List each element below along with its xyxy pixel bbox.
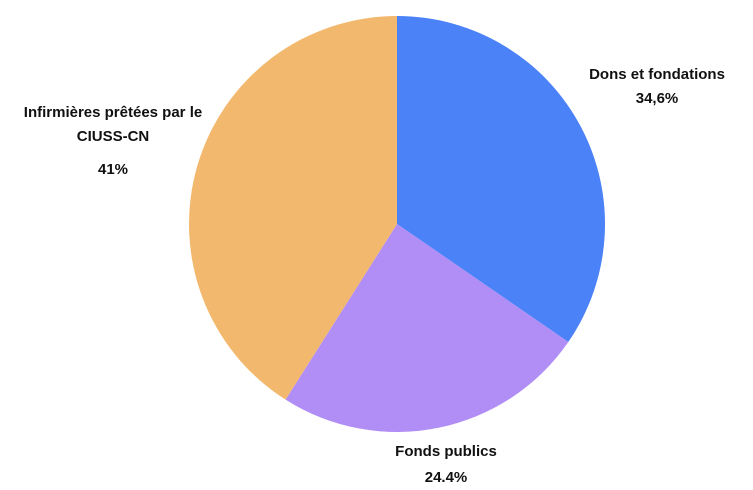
slice-label: Fonds publics [395, 443, 497, 460]
slice-label: Dons et fondations [589, 66, 725, 83]
slice-label: Infirmières prêtées par le CIUSS-CN [23, 104, 203, 145]
slice-value-label: 41% [97, 161, 129, 178]
slice-value-label: 24.4% [424, 469, 468, 486]
slice-value-label: 34,6% [635, 90, 679, 107]
pie-slice [397, 16, 605, 342]
pie-slice [285, 224, 569, 432]
pie-slice [189, 16, 397, 400]
